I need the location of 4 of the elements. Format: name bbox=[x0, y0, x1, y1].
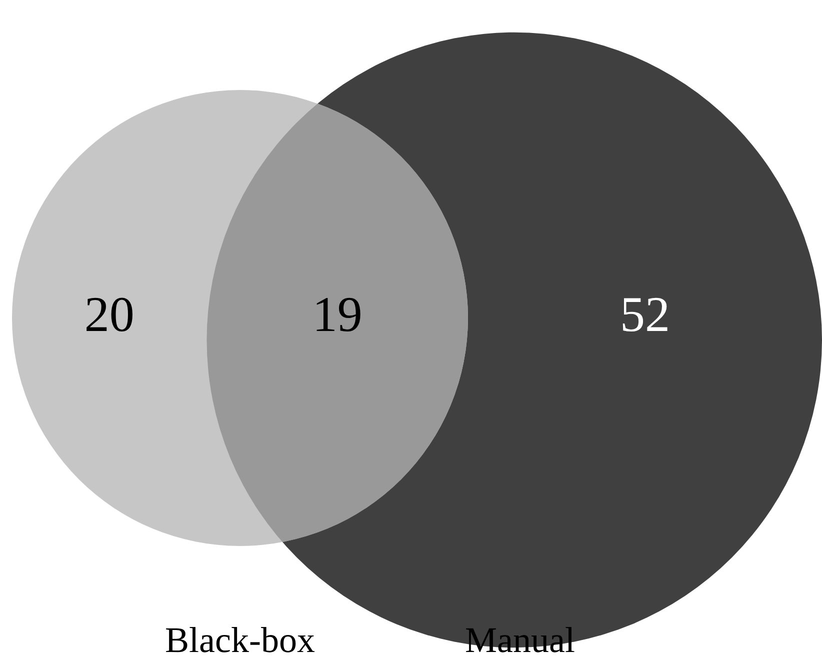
data-label: 52 bbox=[620, 286, 670, 342]
category-label: Black-box bbox=[165, 620, 315, 660]
data-label: 20 bbox=[84, 286, 134, 342]
data-label: 19 bbox=[312, 286, 362, 342]
